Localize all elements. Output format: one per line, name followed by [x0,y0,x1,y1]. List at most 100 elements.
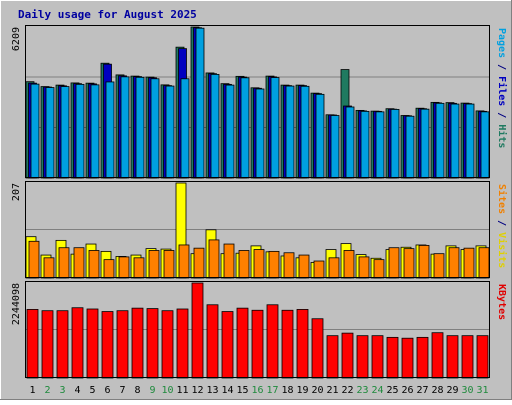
bar-pages-day-5 [90,84,100,179]
bar-sites-day-18 [283,252,295,279]
chart-panels: 6209 Pages / Files / Hits 207 Sites / Visit… [11,25,508,379]
bar-pages-day-22 [345,106,355,179]
bar-pages-day-7 [120,76,130,179]
bar-pages-day-4 [75,83,85,179]
bar-sites-day-28 [433,253,445,279]
bar-pages-day-23 [360,110,370,179]
bar-sites-day-13 [208,239,220,279]
x-tick-label-day-19: 19 [296,385,308,396]
panel-border [25,25,490,178]
bar-kbytes-day-26 [401,337,414,379]
x-tick-label-day-11: 11 [176,385,188,396]
bar-pages-day-25 [390,109,400,179]
bar-kbytes-day-28 [431,332,444,379]
bar-pages-day-12 [195,27,205,179]
x-tick-label-day-28: 28 [431,385,443,396]
legend-part-4: / [496,106,507,124]
bar-sites-day-21 [328,257,340,279]
bar-pages-day-11 [180,78,190,179]
bar-pages-day-6 [105,81,115,179]
bar-kbytes-day-1 [26,309,39,379]
panel-kbytes: 2244098 KBytes [11,281,507,379]
bar-kbytes-day-24 [371,335,384,379]
x-tick-label-day-2: 2 [44,385,50,396]
x-tick-label-day-20: 20 [311,385,323,396]
bar-sites-day-5 [88,250,100,279]
x-tick-label-day-10: 10 [161,385,173,396]
bar-sites-day-22 [343,250,355,279]
bar-sites-day-3 [58,247,70,279]
x-tick-label-day-7: 7 [119,385,125,396]
bar-kbytes-day-22 [341,332,354,379]
bar-kbytes-day-31 [476,335,489,379]
x-tick-label-day-22: 22 [341,385,353,396]
bar-kbytes-day-2 [41,310,54,379]
bar-pages-day-20 [315,93,325,179]
bar-kbytes-day-9 [146,308,159,379]
bar-sites-day-26 [403,248,415,279]
bar-sites-day-30 [463,247,475,279]
bar-sites-day-29 [448,247,460,279]
x-tick-label-day-27: 27 [416,385,428,396]
bar-pages-day-9 [150,78,160,179]
chart-title: Daily usage for August 2025 [18,8,197,21]
bar-sites-day-24 [373,259,385,279]
bar-pages-day-10 [165,85,175,179]
bar-sites-day-15 [238,250,250,279]
bar-kbytes-day-7 [116,310,129,379]
x-tick-label-day-31: 31 [476,385,488,396]
bar-kbytes-day-17 [266,304,279,379]
bar-kbytes-day-8 [131,307,144,379]
x-tick-label-day-21: 21 [326,385,338,396]
legend-part-1: Pages [496,28,507,58]
legend-part-5: Hits [496,124,508,148]
bar-pages-day-15 [240,77,250,179]
x-tick-label-day-9: 9 [149,385,155,396]
legend-part-2: / [496,214,507,232]
bar-pages-day-26 [405,115,415,179]
bar-pages-day-18 [285,85,295,179]
bar-pages-day-14 [225,84,235,179]
x-tick-label-day-30: 30 [461,385,473,396]
x-tick-label-day-18: 18 [281,385,293,396]
bar-kbytes-day-18 [281,309,294,379]
bar-pages-day-16 [255,88,265,179]
bar-pages-day-8 [135,76,145,179]
bar-pages-day-29 [450,103,460,179]
bar-pages-day-31 [480,111,490,179]
x-axis-day-labels: 1 2 3 4 5 6 7 8 9 10 11 12 13 14 15 16 17 18 19 20 21 22 23 24 2… [29,385,488,396]
legend-part-3: Visits [496,232,508,268]
bar-sites-day-2 [43,257,55,279]
legend-part-1: KBytes [496,284,507,320]
panel-border [25,181,490,278]
panel-series-legend: Sites / Visits [496,184,508,268]
x-tick-label-day-25: 25 [386,385,398,396]
bar-kbytes-day-23 [356,335,369,379]
x-tick-label-day-24: 24 [371,385,383,396]
bar-kbytes-day-11 [176,308,189,379]
bar-sites-day-12 [193,247,205,279]
legend-part-3: Files [496,76,508,106]
bar-sites-day-10 [163,250,175,279]
bar-sites-day-11 [178,244,190,279]
bar-pages-day-3 [60,86,70,179]
bar-pages-day-27 [420,108,430,179]
bar-kbytes-day-14 [221,311,234,379]
bar-kbytes-day-12 [191,282,204,379]
bar-kbytes-day-27 [416,336,429,379]
x-tick-label-day-8: 8 [134,385,140,396]
x-tick-label-day-12: 12 [191,385,203,396]
legend-part-2: / [496,58,507,76]
x-tick-label-day-4: 4 [74,385,80,396]
bar-sites-day-17 [268,250,280,279]
x-tick-label-day-5: 5 [89,385,95,396]
x-tick-label-day-3: 3 [59,385,65,396]
bar-sites-day-8 [133,257,145,279]
bar-pages-day-24 [375,111,385,179]
x-tick-label-day-17: 17 [266,385,278,396]
panel-series-legend: Pages / Files / Hits [496,28,508,148]
bar-sites-day-25 [388,247,400,279]
bar-sites-day-27 [418,245,430,279]
x-tick-label-day-15: 15 [236,385,248,396]
bar-pages-day-19 [300,85,310,179]
